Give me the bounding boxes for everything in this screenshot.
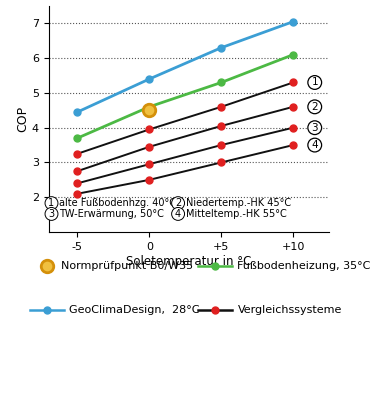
Text: 3: 3: [312, 123, 318, 133]
Text: TW-Erwärmung, 50°C: TW-Erwärmung, 50°C: [59, 209, 164, 219]
X-axis label: Soletemperatur in °C: Soletemperatur in °C: [126, 254, 252, 268]
Text: 1: 1: [49, 198, 55, 208]
Text: Fußbodenheizung, 35°C: Fußbodenheizung, 35°C: [237, 261, 371, 271]
Text: Normprüfpunkt B0/W35: Normprüfpunkt B0/W35: [61, 261, 193, 271]
Text: alte Fußbodenhzg. 40°C: alte Fußbodenhzg. 40°C: [59, 198, 177, 208]
Text: 2: 2: [175, 198, 181, 208]
Text: 4: 4: [175, 209, 181, 219]
Text: 1: 1: [312, 78, 318, 88]
Text: 4: 4: [312, 140, 318, 150]
Text: 3: 3: [49, 209, 55, 219]
Y-axis label: COP: COP: [16, 106, 29, 132]
Text: 2: 2: [312, 102, 318, 112]
Text: Mitteltemp.-HK 55°C: Mitteltemp.-HK 55°C: [186, 209, 287, 219]
Text: Vergleichssysteme: Vergleichssysteme: [237, 305, 342, 315]
Text: GeoClimaDesign,  28°C: GeoClimaDesign, 28°C: [69, 305, 200, 315]
Text: Niedertemp.-HK 45°C: Niedertemp.-HK 45°C: [186, 198, 291, 208]
